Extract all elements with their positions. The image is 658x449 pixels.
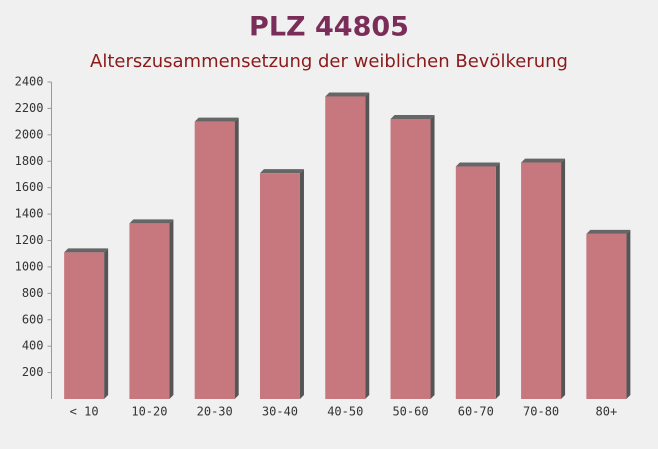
x-tick-label: 80+ <box>596 405 618 419</box>
y-tick-label: 2200 <box>15 101 44 115</box>
x-tick-label: 50-60 <box>392 405 428 419</box>
y-tick-label: 800 <box>22 286 44 300</box>
bar-side <box>169 219 174 399</box>
bar-top <box>259 169 304 174</box>
chart-title: PLZ 44805 <box>249 12 409 43</box>
bar <box>325 96 366 399</box>
bar-top <box>586 229 631 234</box>
y-tick-label: 1200 <box>15 233 44 247</box>
y-tick-label: 1400 <box>15 207 44 221</box>
bar-top <box>325 92 370 97</box>
bar-top <box>390 114 435 119</box>
y-tick-label: 1600 <box>15 180 44 194</box>
x-tick-label: 30-40 <box>262 405 298 419</box>
bar <box>64 252 105 399</box>
y-tick-label: 2000 <box>15 127 44 141</box>
chart-subtitle: Alterszusammensetzung der weiblichen Bev… <box>90 51 568 72</box>
bar <box>586 233 627 399</box>
bar <box>390 118 431 399</box>
x-tick-label: 40-50 <box>327 405 363 419</box>
x-tick-label: 20-30 <box>197 405 233 419</box>
bar-side <box>626 229 631 399</box>
bar-top <box>455 162 500 167</box>
y-tick-label: 600 <box>22 312 44 326</box>
bar-side <box>365 92 370 399</box>
bar <box>521 162 562 399</box>
bar <box>455 166 496 399</box>
y-tick-label: 1800 <box>15 154 44 168</box>
y-tick-label: 400 <box>22 339 44 353</box>
bar <box>129 223 170 399</box>
bar-side <box>495 162 500 399</box>
y-tick-label: 2400 <box>15 75 44 89</box>
x-tick-label: 60-70 <box>458 405 494 419</box>
bar-top <box>194 117 239 122</box>
x-tick-label: < 10 <box>70 405 99 419</box>
bar <box>259 173 300 399</box>
bar-top <box>521 158 566 163</box>
bar <box>194 121 235 399</box>
y-tick-label: 1000 <box>15 259 44 273</box>
bar-top <box>129 219 174 224</box>
bar-side <box>104 248 109 399</box>
x-tick-label: 70-80 <box>523 405 559 419</box>
bar-side <box>299 169 304 399</box>
bar-side <box>430 114 435 399</box>
bar-top <box>64 248 109 253</box>
bar-side <box>234 117 239 399</box>
bar-side <box>561 158 566 399</box>
y-tick-label: 200 <box>22 365 44 379</box>
x-tick-label: 10-20 <box>131 405 167 419</box>
